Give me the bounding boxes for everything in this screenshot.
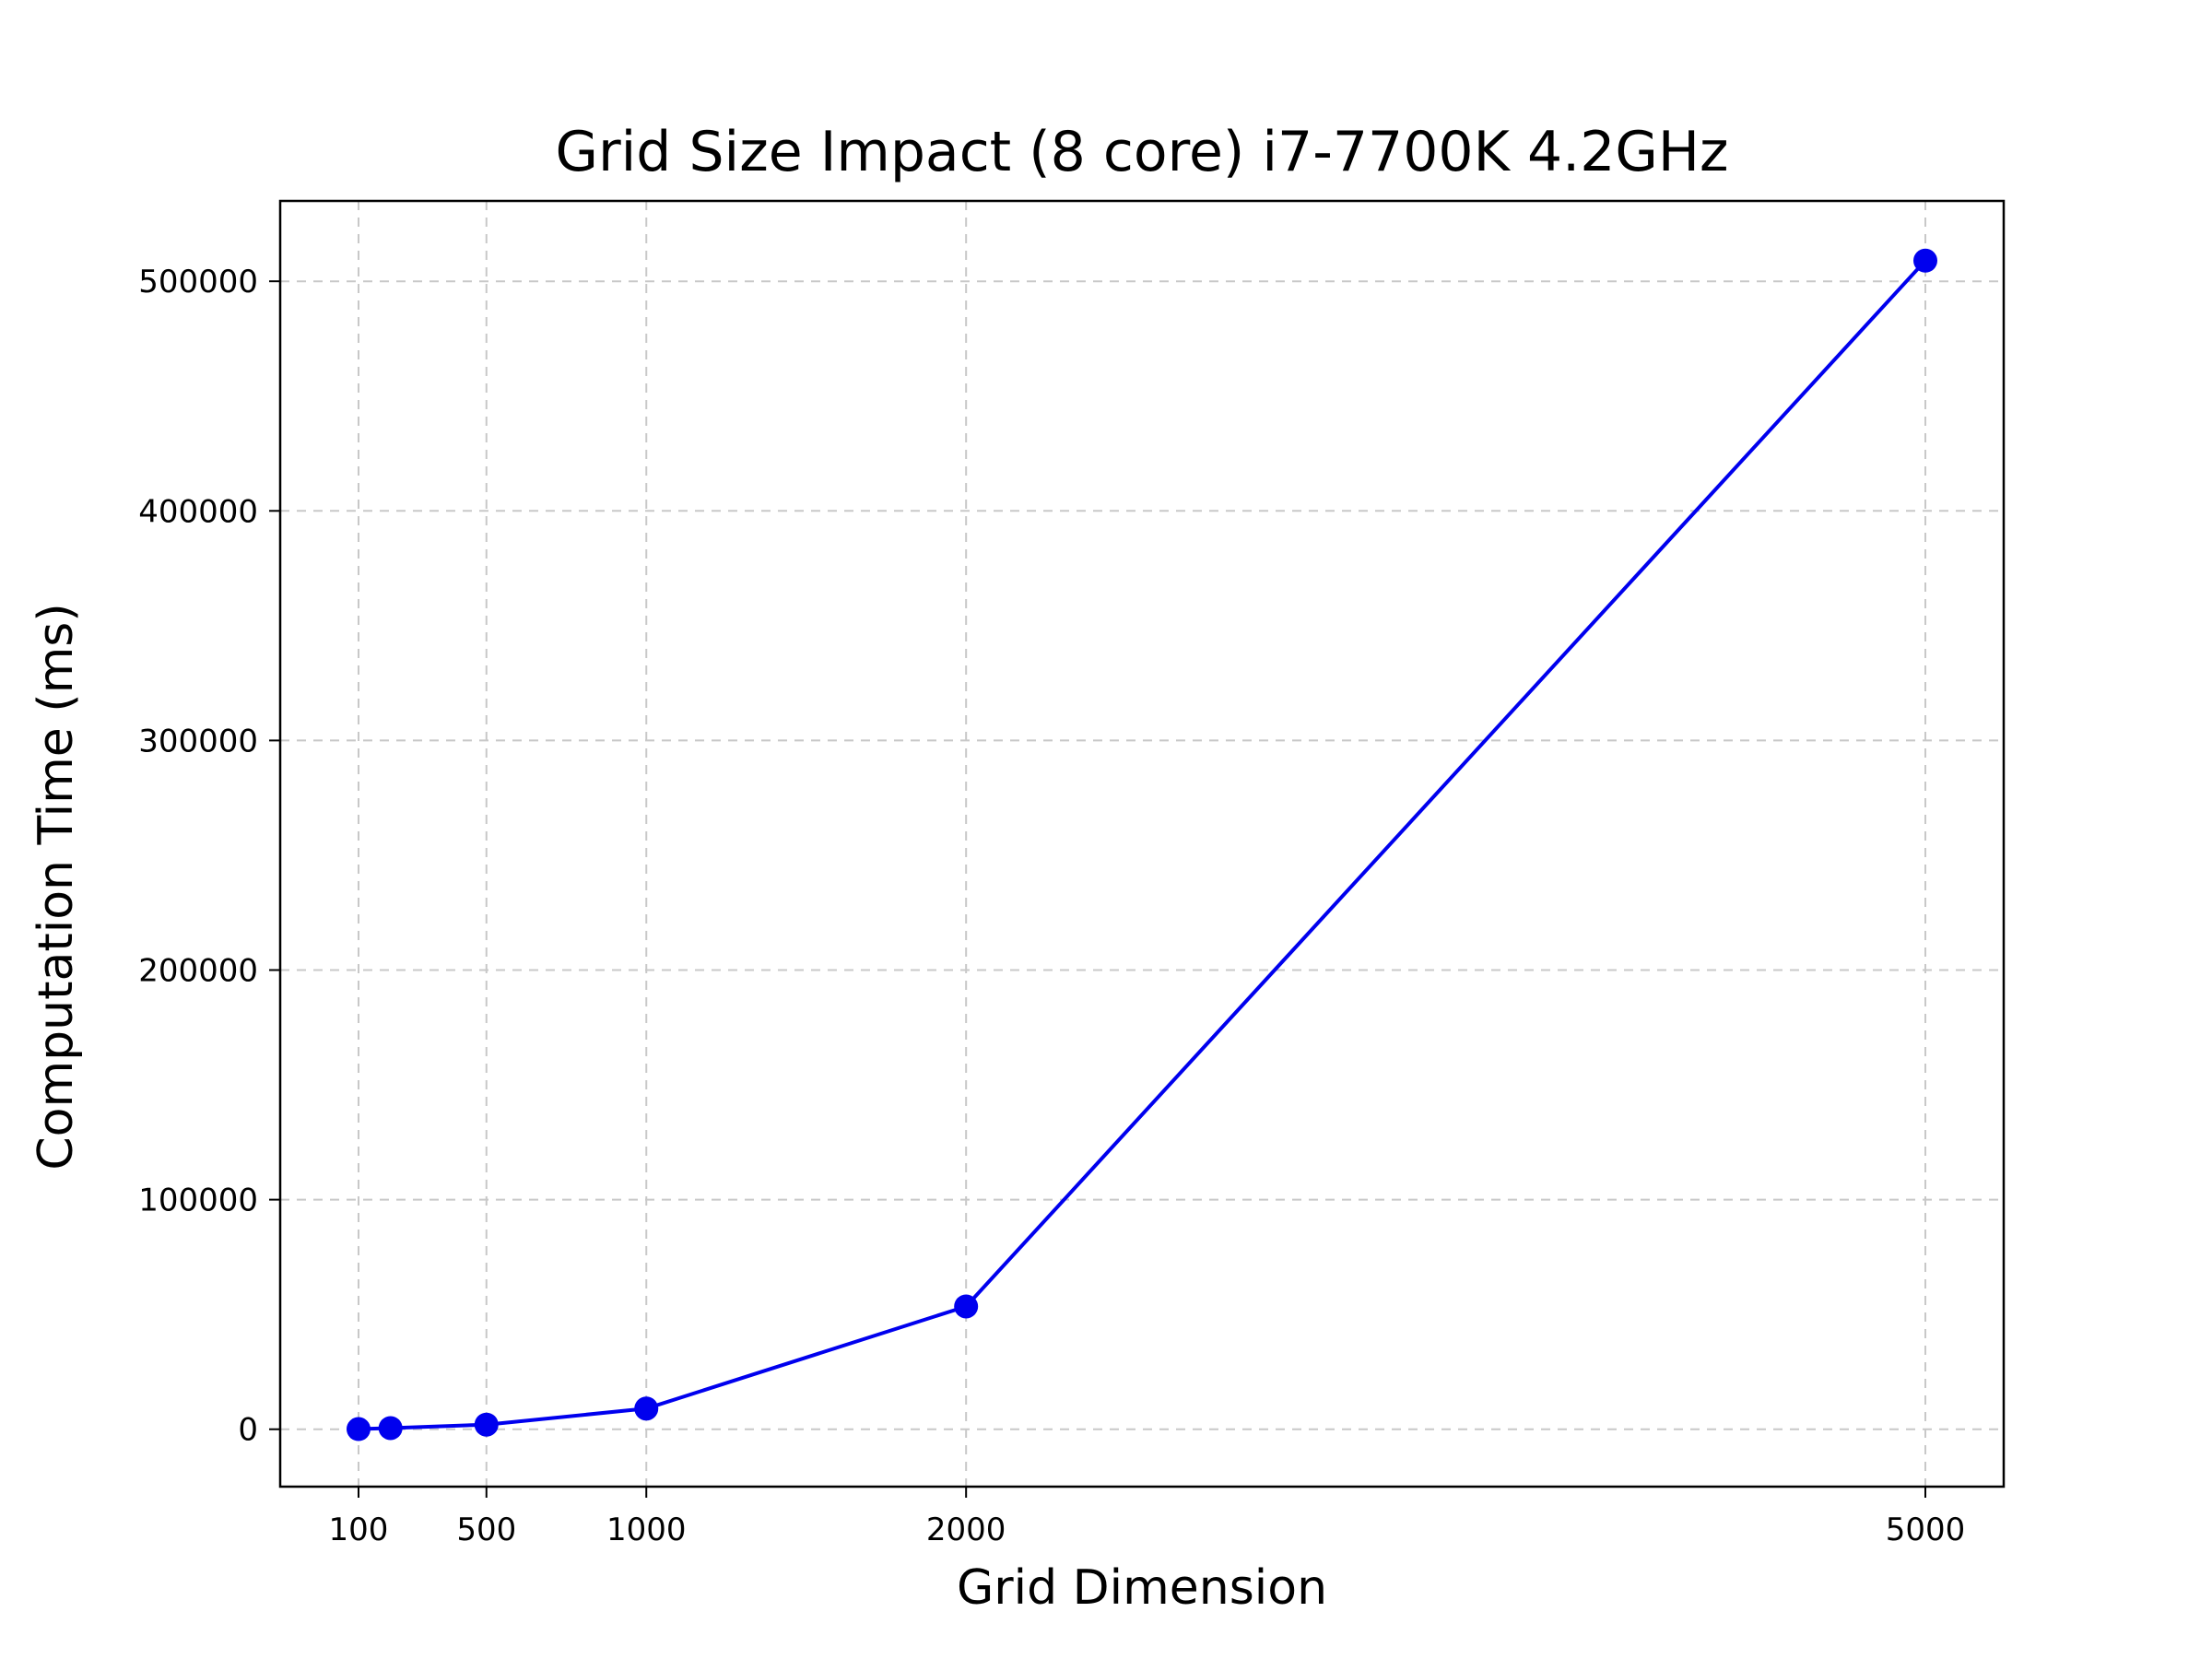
data-point — [474, 1412, 499, 1437]
x-tick-label: 500 — [456, 1512, 516, 1548]
x-axis-label: Grid Dimension — [957, 1560, 1327, 1616]
plot-frame — [278, 199, 2006, 1488]
data-point — [378, 1416, 403, 1441]
y-axis-label: Computation Time (ms) — [29, 603, 84, 1170]
grid-lines — [280, 201, 2004, 1487]
y-tick-label: 0 — [238, 1412, 258, 1449]
x-tick-label: 2000 — [926, 1512, 1006, 1548]
y-tick-label: 100000 — [138, 1182, 258, 1219]
y-tick-label: 400000 — [138, 493, 258, 530]
data-point — [1913, 248, 1937, 273]
data-point — [634, 1396, 659, 1421]
data-point — [954, 1294, 979, 1319]
data-point — [347, 1417, 371, 1441]
x-tick-label: 100 — [329, 1512, 389, 1548]
y-tick-label: 200000 — [138, 953, 258, 990]
axis-ticks: 100 500 1000 2000 5000 0 100000 200000 300000 400… — [138, 264, 1965, 1548]
y-tick-label: 300000 — [138, 723, 258, 759]
x-tick-label: 1000 — [606, 1512, 687, 1548]
x-tick-label: 5000 — [1886, 1512, 1966, 1548]
chart-title: Grid Size Impact (8 core) i7-7700K 4.2GH… — [555, 120, 1728, 184]
data-series — [347, 248, 1937, 1441]
y-tick-label: 500000 — [138, 264, 258, 300]
